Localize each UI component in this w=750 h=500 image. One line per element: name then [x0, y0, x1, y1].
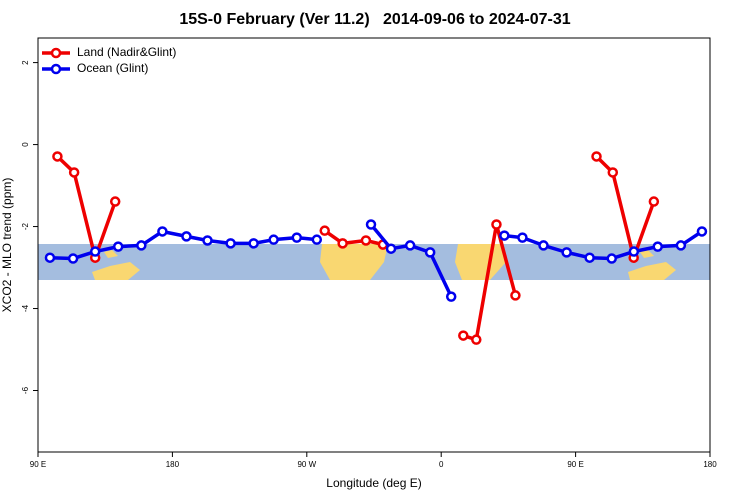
data-point: [584, 252, 595, 263]
x-axis-label: Longitude (deg E): [326, 476, 421, 490]
land-area: [455, 244, 506, 280]
data-point: [248, 238, 259, 249]
series-line: [56, 155, 656, 342]
plot-frame: [37, 37, 711, 453]
data-point: [360, 235, 372, 246]
legend-marker: [50, 47, 62, 59]
data-point: [319, 225, 330, 236]
legend-label: Land (Nadir&Glint): [77, 45, 176, 59]
data-point: [499, 230, 510, 241]
data-point: [365, 219, 377, 230]
data-point: [445, 291, 457, 302]
data-point: [517, 232, 528, 243]
data-point: [311, 234, 323, 245]
y-tick-label: -4: [21, 304, 30, 312]
legend-label: Ocean (Glint): [77, 61, 148, 75]
data-point: [628, 246, 640, 257]
y-tick-label: 0: [21, 142, 30, 147]
data-point: [67, 253, 79, 264]
data-point: [404, 240, 416, 251]
map-strip: [38, 244, 710, 280]
x-tick-label: 90 E: [567, 460, 583, 469]
data-point: [458, 330, 469, 341]
land-area: [92, 262, 140, 280]
data-point: [675, 240, 687, 251]
data-point: [109, 196, 121, 207]
data-point: [561, 247, 572, 258]
data-point: [89, 246, 101, 257]
data-point: [424, 247, 436, 258]
data-point: [52, 151, 63, 162]
data-point: [591, 151, 602, 162]
legend-marker: [50, 63, 62, 75]
data-point: [44, 252, 56, 263]
x-tick-label: 180: [166, 460, 180, 469]
data-point: [510, 290, 521, 301]
data-point: [607, 167, 619, 178]
data-point: [652, 241, 663, 252]
y-axis-label: XCO2 - MLO trend (ppm): [0, 178, 14, 313]
x-tick-label: 0: [439, 460, 444, 469]
x-tick-label: 180: [703, 460, 717, 469]
data-point: [136, 240, 147, 251]
data-point: [491, 219, 502, 230]
data-point: [471, 334, 482, 345]
data-point: [268, 234, 279, 245]
data-point: [112, 241, 124, 252]
data-point: [157, 226, 168, 237]
data-point: [291, 232, 303, 243]
data-point: [648, 196, 660, 207]
chart-title: 15S-0 February (Ver 11.2) 2014-09-06 to …: [179, 11, 570, 28]
y-tick-label: 2: [21, 60, 30, 65]
x-tick-label: 90 W: [297, 460, 316, 469]
data-point: [202, 235, 213, 246]
data-point: [225, 238, 236, 249]
data-point: [538, 240, 549, 251]
data-point: [181, 231, 192, 242]
land-area: [104, 250, 118, 258]
x-tick-label: 90 E: [30, 460, 46, 469]
data-point: [696, 226, 708, 237]
land-area: [320, 244, 388, 280]
data-point: [385, 243, 397, 254]
y-tick-label: -6: [21, 386, 30, 394]
land-area: [628, 262, 676, 280]
data-point: [68, 167, 80, 178]
data-point: [337, 238, 348, 249]
y-tick-label: -2: [21, 222, 30, 230]
data-point: [606, 253, 617, 264]
land-area: [640, 250, 654, 258]
